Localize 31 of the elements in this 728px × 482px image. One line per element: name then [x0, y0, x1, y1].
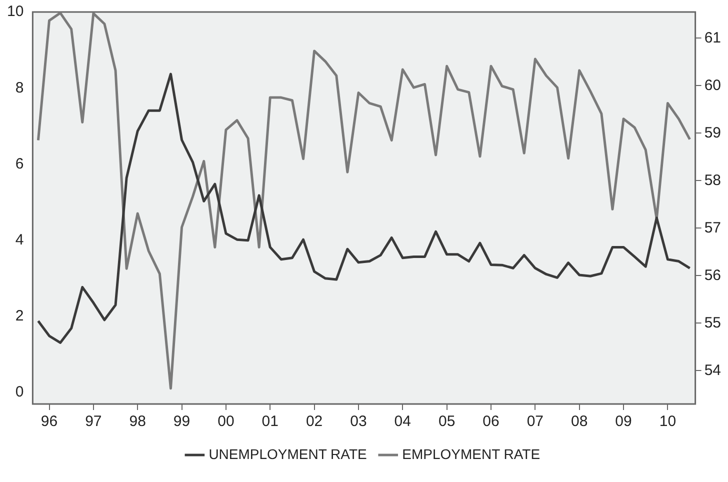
- y-tick-label: 0: [15, 384, 24, 401]
- x-tick-label: 00: [218, 413, 234, 430]
- x-tick-label: 97: [85, 413, 102, 430]
- x-tick-label: 03: [350, 413, 367, 430]
- y-tick-label: 2: [15, 308, 24, 325]
- y2-tick-label: 57: [704, 219, 722, 236]
- y2-tick-label: 61: [704, 29, 722, 46]
- x-tick-label: 04: [394, 413, 411, 430]
- x-tick-label: 08: [571, 413, 588, 430]
- y2-tick-label: 55: [704, 314, 722, 332]
- y-tick-label: 10: [6, 3, 24, 20]
- y2-tick-label: 58: [704, 172, 722, 189]
- x-tick-label: 10: [659, 413, 676, 430]
- y2-tick-label: 60: [704, 76, 722, 94]
- x-tick-label: 01: [262, 413, 278, 430]
- legend-label: EMPLOYMENT RATE: [402, 446, 540, 462]
- x-tick-label: 99: [173, 413, 190, 430]
- y2-tick-label: 56: [704, 266, 722, 284]
- y2-tick-label: 54: [704, 362, 722, 379]
- y2-tick-label: 59: [704, 124, 722, 142]
- x-tick-label: 02: [306, 413, 323, 430]
- legend-label: UNEMPLOYMENT RATE: [208, 446, 367, 462]
- x-tick-label: 96: [40, 413, 58, 430]
- x-tick-label: 98: [129, 413, 146, 430]
- y-tick-label: 6: [15, 155, 24, 172]
- x-tick-label: 05: [438, 413, 456, 430]
- y-tick-label: 4: [15, 231, 24, 248]
- x-tick-label: 06: [482, 413, 500, 430]
- x-tick-label: 07: [526, 413, 544, 430]
- x-tick-label: 09: [615, 413, 632, 430]
- y-tick-label: 8: [15, 79, 24, 96]
